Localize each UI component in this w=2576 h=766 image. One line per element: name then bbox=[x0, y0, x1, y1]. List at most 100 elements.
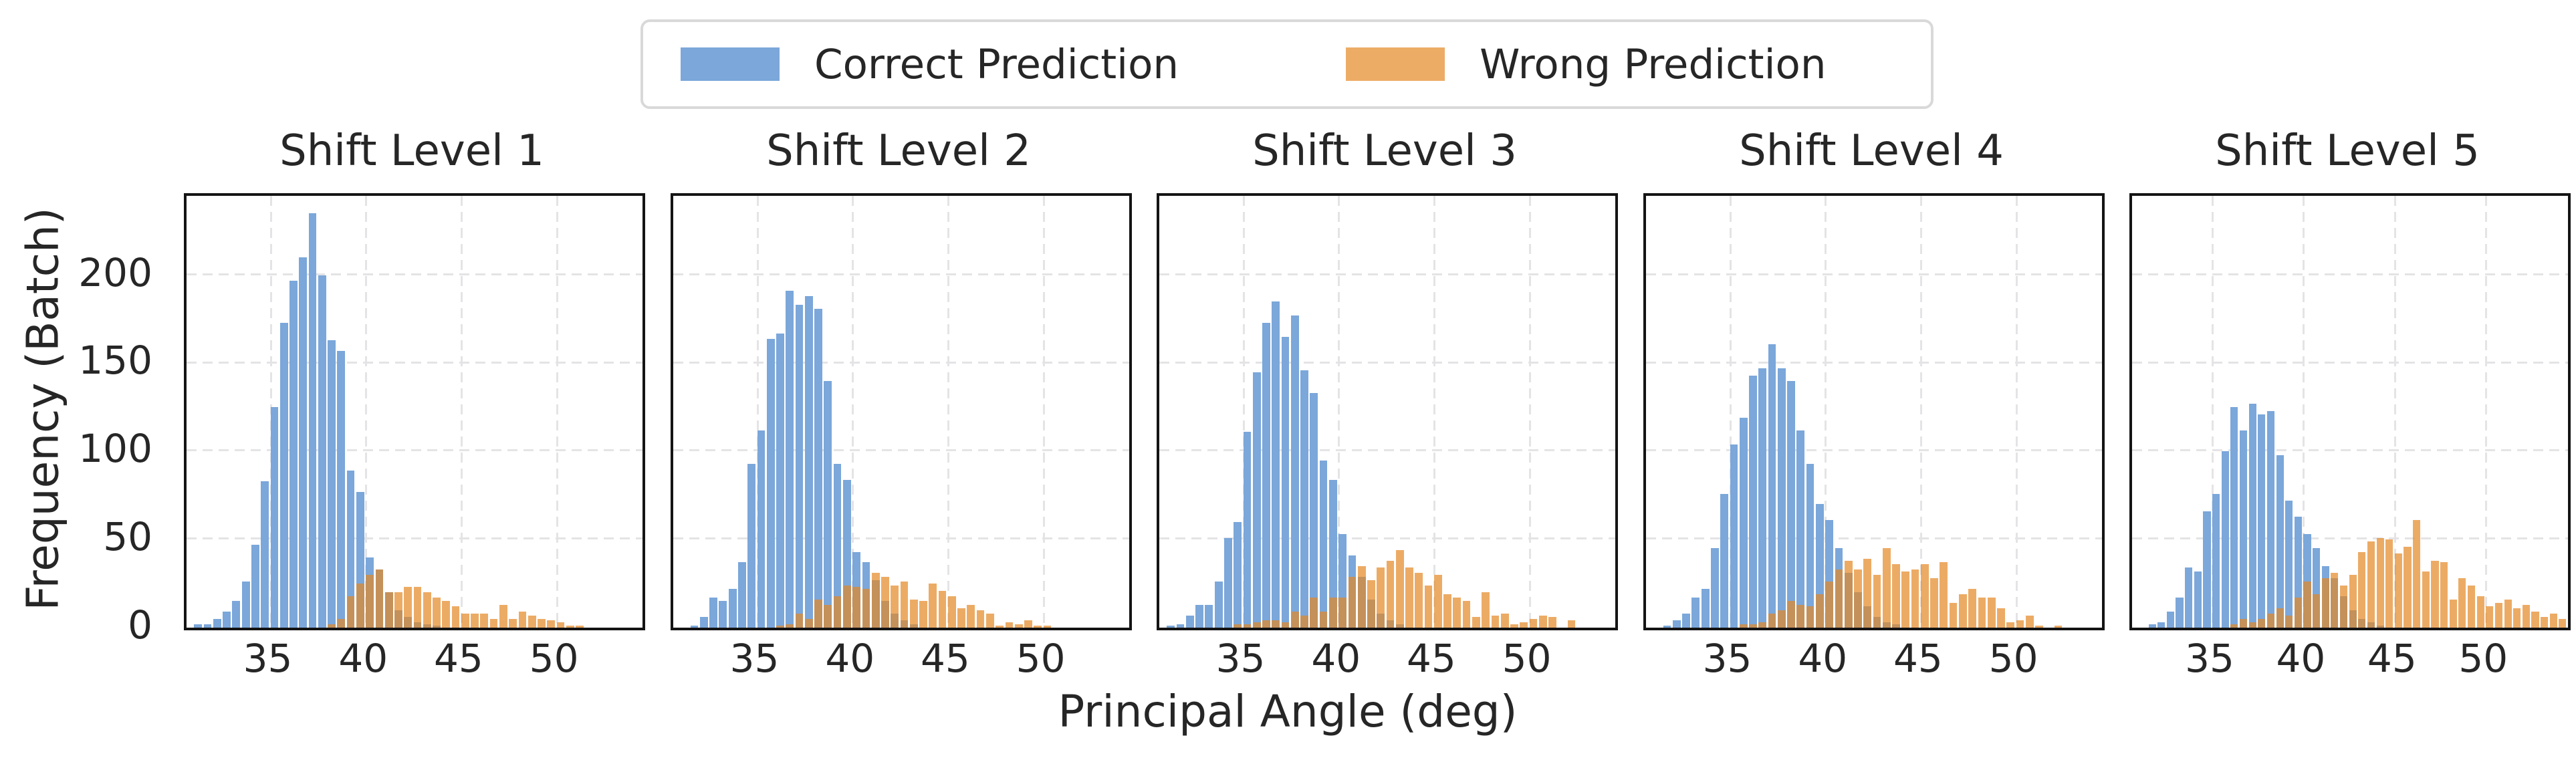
bar-wrong-prediction bbox=[1024, 620, 1032, 628]
bar-wrong-prediction bbox=[985, 613, 994, 628]
bar-wrong-prediction bbox=[1920, 564, 1929, 628]
bar-wrong-prediction bbox=[1281, 622, 1290, 628]
gridline-horizontal bbox=[673, 361, 1129, 364]
bar-correct-prediction bbox=[337, 351, 346, 628]
bar-correct-prediction bbox=[356, 491, 364, 628]
bar-wrong-prediction bbox=[2248, 622, 2256, 628]
gridline-horizontal bbox=[1646, 361, 2102, 364]
bar-wrong-prediction bbox=[1548, 617, 1556, 628]
x-tick-label: 40 bbox=[1798, 636, 1848, 681]
bar-wrong-prediction bbox=[1243, 624, 1252, 628]
bar-wrong-prediction bbox=[2440, 562, 2448, 628]
bar-wrong-prediction bbox=[1310, 598, 1318, 628]
bar-wrong-prediction bbox=[1863, 559, 1872, 628]
bar-correct-prediction bbox=[1300, 370, 1308, 628]
gridline-horizontal bbox=[187, 361, 642, 364]
bar-correct-prediction bbox=[289, 280, 298, 628]
plot-area bbox=[671, 193, 1132, 630]
bar-correct-prediction bbox=[1758, 368, 1767, 628]
bar-wrong-prediction bbox=[346, 596, 355, 628]
bar-wrong-prediction bbox=[2531, 612, 2539, 628]
bar-correct-prediction bbox=[709, 598, 717, 628]
bar-wrong-prediction bbox=[1529, 618, 1538, 628]
bar-correct-prediction bbox=[1806, 463, 1814, 628]
bar-wrong-prediction bbox=[2285, 615, 2293, 628]
bar-wrong-prediction bbox=[2239, 618, 2248, 628]
bar-correct-prediction bbox=[223, 612, 231, 628]
bar-correct-prediction bbox=[1682, 613, 1690, 628]
gridline-vertical bbox=[756, 196, 759, 628]
bar-correct-prediction bbox=[719, 601, 727, 628]
x-tick-label: 50 bbox=[1016, 636, 1066, 681]
bar-wrong-prediction bbox=[2394, 553, 2402, 628]
bar-correct-prediction bbox=[194, 624, 203, 628]
bar-wrong-prediction bbox=[1987, 598, 1996, 628]
bar-wrong-prediction bbox=[1252, 622, 1261, 628]
bar-wrong-prediction bbox=[518, 612, 527, 628]
bar-wrong-prediction bbox=[509, 618, 517, 628]
bar-correct-prediction bbox=[1243, 432, 1252, 628]
bar-wrong-prediction bbox=[480, 613, 489, 628]
x-tick-label: 45 bbox=[1407, 636, 1456, 681]
bar-wrong-prediction bbox=[1386, 560, 1395, 628]
bar-wrong-prediction bbox=[1777, 610, 1786, 628]
bar-correct-prediction bbox=[2221, 451, 2229, 628]
bar-correct-prediction bbox=[2203, 511, 2211, 628]
bar-wrong-prediction bbox=[2025, 615, 2034, 628]
bar-wrong-prediction bbox=[891, 585, 899, 628]
bar-wrong-prediction bbox=[566, 626, 574, 628]
gridline-vertical bbox=[2303, 196, 2305, 628]
bar-wrong-prediction bbox=[328, 624, 336, 628]
y-tick-label: 100 bbox=[78, 426, 152, 472]
bar-correct-prediction bbox=[1234, 521, 1242, 628]
gridline-horizontal bbox=[673, 449, 1129, 452]
x-tick-label: 45 bbox=[434, 636, 483, 681]
bar-correct-prediction bbox=[1739, 418, 1748, 628]
bar-wrong-prediction bbox=[1405, 567, 1413, 628]
bar-correct-prediction bbox=[308, 213, 317, 628]
bar-correct-prediction bbox=[261, 481, 269, 628]
bar-wrong-prediction bbox=[384, 592, 393, 628]
bar-wrong-prediction bbox=[451, 606, 460, 628]
plot-area bbox=[1157, 193, 1618, 630]
bar-wrong-prediction bbox=[1500, 613, 1509, 628]
bar-wrong-prediction bbox=[2476, 596, 2484, 628]
bar-wrong-prediction bbox=[1806, 606, 1814, 628]
bar-wrong-prediction bbox=[871, 573, 880, 628]
gridline-horizontal bbox=[2132, 537, 2568, 540]
x-axis-label: Principal Angle (deg) bbox=[1058, 686, 1518, 737]
bar-correct-prediction bbox=[2285, 501, 2293, 628]
x-tick-label: 35 bbox=[1215, 636, 1266, 681]
bar-correct-prediction bbox=[203, 624, 212, 628]
bar-correct-prediction bbox=[2166, 612, 2174, 628]
bar-correct-prediction bbox=[2303, 534, 2311, 628]
bar-correct-prediction bbox=[1768, 344, 1776, 628]
bar-wrong-prediction bbox=[814, 599, 822, 628]
bar-correct-prediction bbox=[318, 275, 326, 628]
bar-wrong-prediction bbox=[1262, 620, 1270, 628]
bar-correct-prediction bbox=[814, 308, 822, 628]
bar-wrong-prediction bbox=[1328, 598, 1337, 628]
bar-correct-prediction bbox=[786, 291, 794, 628]
bar-wrong-prediction bbox=[442, 601, 451, 628]
bar-correct-prediction bbox=[795, 305, 804, 628]
bar-wrong-prediction bbox=[538, 618, 546, 628]
bar-wrong-prediction bbox=[804, 618, 813, 628]
bar-correct-prediction bbox=[1796, 430, 1805, 628]
bar-wrong-prediction bbox=[2541, 617, 2549, 628]
bar-wrong-prediction bbox=[1443, 594, 1451, 628]
gridline-horizontal bbox=[187, 537, 642, 540]
bar-wrong-prediction bbox=[2494, 603, 2502, 628]
bar-wrong-prediction bbox=[1338, 598, 1346, 628]
bar-wrong-prediction bbox=[967, 604, 975, 628]
gridline-horizontal bbox=[673, 273, 1129, 275]
bar-correct-prediction bbox=[2266, 410, 2274, 628]
bar-wrong-prediction bbox=[833, 596, 842, 628]
gridline-vertical bbox=[2485, 196, 2488, 628]
gridline-horizontal bbox=[2132, 361, 2568, 364]
bar-correct-prediction bbox=[776, 333, 784, 628]
bar-wrong-prediction bbox=[1433, 574, 1442, 628]
bar-wrong-prediction bbox=[2376, 537, 2384, 628]
bar-wrong-prediction bbox=[2258, 618, 2266, 628]
bar-wrong-prediction bbox=[461, 613, 469, 628]
